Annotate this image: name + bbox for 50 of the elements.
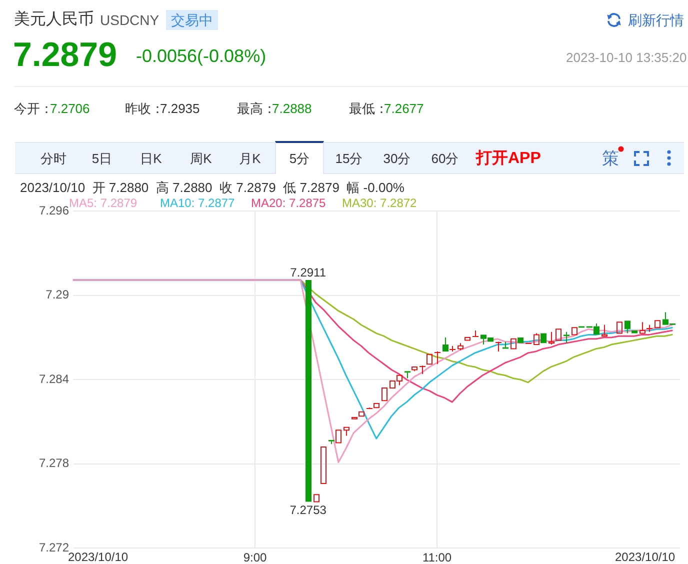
text: 30分 bbox=[382, 150, 412, 168]
text: 7.2706 bbox=[50, 101, 90, 117]
y-tick-label: 7.272 bbox=[38, 540, 70, 554]
candlestick bbox=[602, 324, 608, 337]
x-tick-label: 9:00 bbox=[243, 550, 268, 564]
text: 5分 bbox=[288, 150, 311, 168]
text: 刷新行情 bbox=[628, 12, 684, 28]
candlestick bbox=[442, 337, 448, 352]
text: 7.2677 bbox=[384, 101, 424, 117]
text: 2023/10/10 bbox=[615, 549, 676, 564]
text: 2023/10/10 bbox=[68, 550, 128, 564]
text: 分时 bbox=[40, 150, 68, 168]
text: 2023/10/10 开 7.2880 高 7.2880 收 7.2879 低 7.2879 幅 -0.00% bbox=[20, 180, 404, 196]
candlestick bbox=[328, 440, 334, 445]
text: 月K bbox=[238, 150, 262, 168]
candlestick bbox=[434, 351, 441, 365]
chart-title: 美元人民币 bbox=[14, 11, 94, 29]
text: 日K bbox=[139, 150, 163, 168]
candlestick bbox=[495, 341, 502, 352]
y-tick-label: 7.284 bbox=[38, 372, 70, 386]
y-tick-label: 7.296 bbox=[38, 204, 70, 218]
text: MA30: 7.2872 bbox=[342, 196, 418, 210]
status-badge: 交易中 bbox=[166, 10, 218, 30]
y-tick-label: 7.278 bbox=[38, 456, 70, 470]
text: 周K bbox=[189, 150, 213, 168]
candlestick bbox=[624, 320, 630, 334]
candlestick bbox=[344, 426, 350, 436]
text: 7.2879 bbox=[13, 35, 117, 75]
text: 2023-10-10 13:35:20 bbox=[566, 50, 687, 66]
candlestick bbox=[548, 331, 554, 346]
text: MA5: 7.2879 bbox=[69, 196, 138, 210]
x-tick-label: 11:00 bbox=[422, 550, 452, 564]
text: 15分 bbox=[334, 150, 364, 168]
chart-subtitle: USDCNY bbox=[100, 12, 160, 28]
candlestick bbox=[640, 322, 646, 334]
text: -0.0056(-0.08%) bbox=[136, 45, 266, 67]
text: 60分 bbox=[430, 150, 460, 168]
text: MA10: 7.2877 bbox=[160, 196, 236, 210]
text: 5日 bbox=[90, 150, 114, 168]
y-tick-label: 7.29 bbox=[46, 288, 70, 302]
candlestick bbox=[564, 331, 570, 344]
annotation: 7.2911 bbox=[290, 265, 326, 280]
text: 7.2888 bbox=[272, 101, 312, 117]
annotation: 7.2753 bbox=[290, 503, 327, 518]
candlestick bbox=[404, 371, 410, 379]
text: 7.2935 bbox=[160, 101, 200, 117]
text: 打开APP bbox=[476, 149, 541, 169]
text: 策 bbox=[602, 149, 619, 169]
candlestick bbox=[472, 330, 479, 337]
text: MA20: 7.2875 bbox=[251, 196, 327, 210]
